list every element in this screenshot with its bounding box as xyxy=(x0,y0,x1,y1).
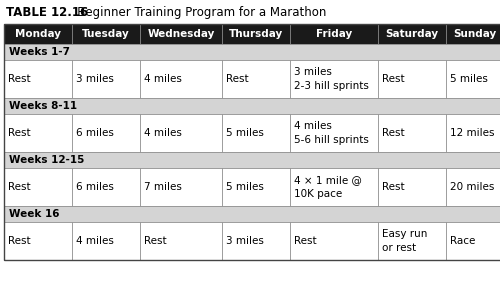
Bar xyxy=(140,60,222,98)
Bar xyxy=(222,24,290,44)
Bar xyxy=(4,152,500,168)
Text: 4 miles
5-6 hill sprints: 4 miles 5-6 hill sprints xyxy=(294,121,369,145)
Bar xyxy=(222,222,290,260)
Bar xyxy=(290,114,378,152)
Bar xyxy=(4,24,72,44)
Text: Week 16: Week 16 xyxy=(9,209,59,219)
Text: Weeks 12-15: Weeks 12-15 xyxy=(9,155,85,165)
Bar xyxy=(4,60,72,98)
Bar xyxy=(4,168,72,206)
Bar xyxy=(4,206,500,222)
Bar xyxy=(4,222,72,260)
Text: 5 miles: 5 miles xyxy=(450,74,488,84)
Text: Rest: Rest xyxy=(8,182,30,192)
Text: 6 miles: 6 miles xyxy=(76,128,114,138)
Bar xyxy=(72,222,140,260)
Bar xyxy=(446,60,500,98)
Text: 7 miles: 7 miles xyxy=(144,182,182,192)
Text: 12 miles: 12 miles xyxy=(450,128,494,138)
Text: Weeks 1-7: Weeks 1-7 xyxy=(9,47,70,57)
Text: Rest: Rest xyxy=(382,128,404,138)
Bar xyxy=(4,98,500,114)
Bar xyxy=(4,114,72,152)
Text: Saturday: Saturday xyxy=(386,29,438,39)
Text: 4 miles: 4 miles xyxy=(144,74,182,84)
Text: Race: Race xyxy=(450,236,475,246)
Text: Rest: Rest xyxy=(144,236,167,246)
Text: 20 miles: 20 miles xyxy=(450,182,494,192)
Bar xyxy=(222,60,290,98)
Bar xyxy=(378,222,446,260)
Bar xyxy=(378,24,446,44)
Text: Rest: Rest xyxy=(8,128,30,138)
Bar xyxy=(140,168,222,206)
Text: Rest: Rest xyxy=(8,236,30,246)
Bar xyxy=(290,60,378,98)
Bar xyxy=(378,60,446,98)
Text: 3 miles
2-3 hill sprints: 3 miles 2-3 hill sprints xyxy=(294,67,369,91)
Bar xyxy=(290,222,378,260)
Bar xyxy=(378,114,446,152)
Text: 6 miles: 6 miles xyxy=(76,182,114,192)
Bar xyxy=(378,168,446,206)
Text: Friday: Friday xyxy=(316,29,352,39)
Text: Rest: Rest xyxy=(294,236,316,246)
Bar xyxy=(222,168,290,206)
Text: 5 miles: 5 miles xyxy=(226,182,264,192)
Bar xyxy=(72,114,140,152)
Text: Rest: Rest xyxy=(382,182,404,192)
Text: Beginner Training Program for a Marathon: Beginner Training Program for a Marathon xyxy=(66,6,326,19)
Bar xyxy=(446,24,500,44)
Bar xyxy=(72,168,140,206)
Bar xyxy=(72,24,140,44)
Text: 4 miles: 4 miles xyxy=(76,236,114,246)
Text: 4 × 1 mile @
10K pace: 4 × 1 mile @ 10K pace xyxy=(294,175,362,199)
Text: Weeks 8-11: Weeks 8-11 xyxy=(9,101,77,111)
Text: Tuesday: Tuesday xyxy=(82,29,130,39)
Bar xyxy=(290,24,378,44)
Text: Thursday: Thursday xyxy=(229,29,283,39)
Text: Rest: Rest xyxy=(8,74,30,84)
Bar xyxy=(4,24,500,260)
Bar xyxy=(140,222,222,260)
Text: Rest: Rest xyxy=(382,74,404,84)
Text: Sunday: Sunday xyxy=(454,29,496,39)
Bar xyxy=(4,44,500,60)
Text: Easy run
or rest: Easy run or rest xyxy=(382,229,428,253)
Bar xyxy=(140,24,222,44)
Text: 5 miles: 5 miles xyxy=(226,128,264,138)
Bar xyxy=(290,168,378,206)
Text: 3 miles: 3 miles xyxy=(226,236,264,246)
Text: Rest: Rest xyxy=(226,74,248,84)
Text: 4 miles: 4 miles xyxy=(144,128,182,138)
Text: Wednesday: Wednesday xyxy=(148,29,214,39)
Bar xyxy=(446,114,500,152)
Bar xyxy=(446,222,500,260)
Text: 3 miles: 3 miles xyxy=(76,74,114,84)
Bar xyxy=(222,114,290,152)
Text: TABLE 12.16: TABLE 12.16 xyxy=(6,6,88,19)
Bar xyxy=(446,168,500,206)
Bar xyxy=(72,60,140,98)
Bar xyxy=(140,114,222,152)
Text: Monday: Monday xyxy=(15,29,61,39)
